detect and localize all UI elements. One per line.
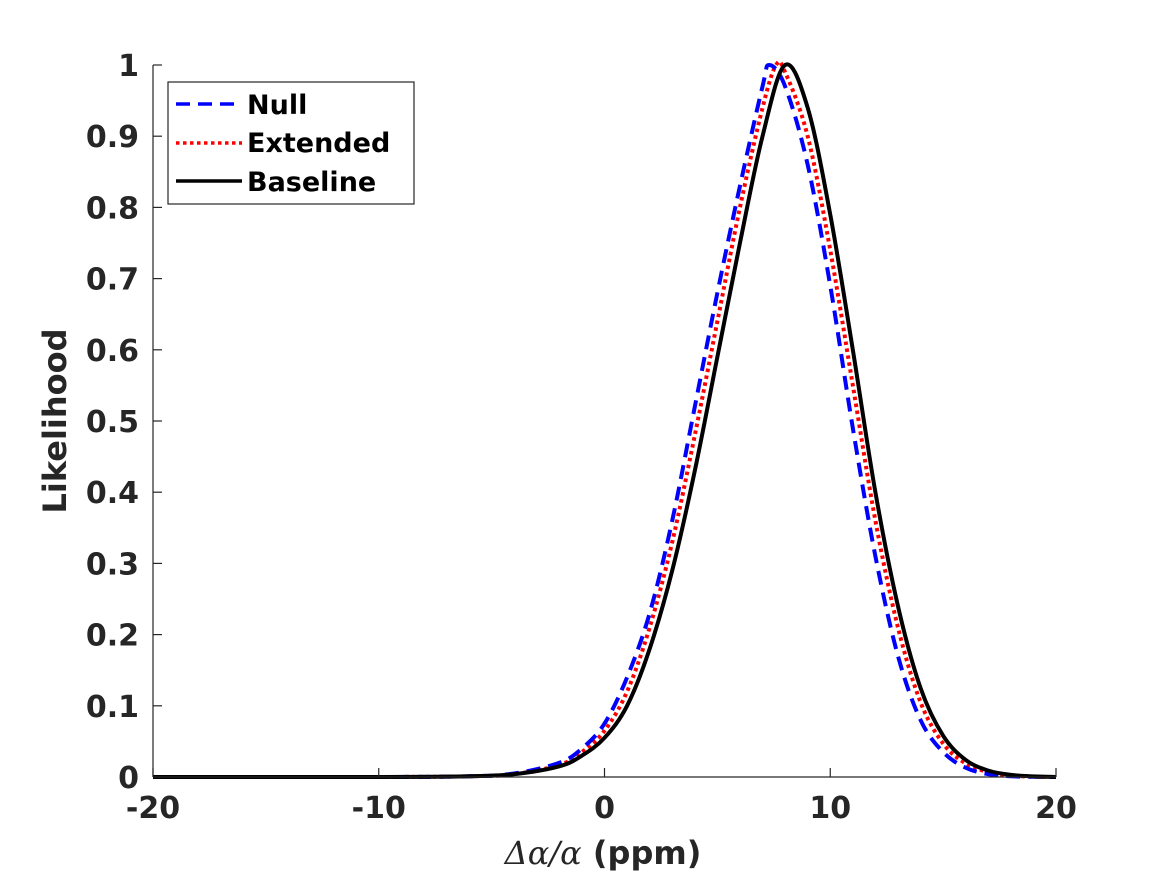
legend-label-extended: Extended <box>247 128 390 159</box>
legend: Null Extended Baseline <box>167 81 415 205</box>
y-tick-label: 0.4 <box>86 476 139 511</box>
x-tick-label: 20 <box>1035 791 1077 826</box>
y-tick-label: 0.1 <box>86 690 139 725</box>
x-axis-label-units: (ppm) <box>582 834 702 872</box>
x-axis-label-delta: Δ <box>503 834 528 872</box>
x-tick-label: -10 <box>352 791 406 826</box>
y-tick-label: 0.7 <box>86 263 139 298</box>
y-tick-label: 1 <box>118 49 139 84</box>
series-line-null <box>153 63 1057 779</box>
y-tick-label: 0.5 <box>86 405 139 440</box>
legend-label-null: Null <box>247 90 307 121</box>
x-tick-label: 10 <box>809 791 851 826</box>
x-axis-label: Δα/α (ppm) <box>503 834 702 872</box>
x-axis-label-slash: / <box>546 834 563 872</box>
y-tick-label: 0.9 <box>86 120 139 155</box>
legend-label-baseline: Baseline <box>247 167 376 198</box>
series-line-baseline <box>153 62 1057 779</box>
ticks-layer: -20 -10 0 10 20 0 0.1 0.2 0.3 0.4 0.5 0.6 0.7 0.8 0.9 1 <box>86 49 1077 826</box>
y-tick-label: 0.8 <box>86 191 139 226</box>
x-tick-label: 0 <box>594 791 615 826</box>
x-tick-label: -20 <box>126 791 180 826</box>
y-tick-label: 0 <box>118 761 139 796</box>
x-axis-label-alpha-1: α <box>528 834 550 872</box>
y-tick-label: 0.6 <box>86 334 139 369</box>
series-layer <box>153 59 1057 779</box>
y-tick-label: 0.2 <box>86 619 139 654</box>
x-axis-label-alpha-2: α <box>560 834 582 872</box>
y-tick-label: 0.3 <box>86 547 139 582</box>
y-axis-label: Likelihood <box>36 328 74 513</box>
